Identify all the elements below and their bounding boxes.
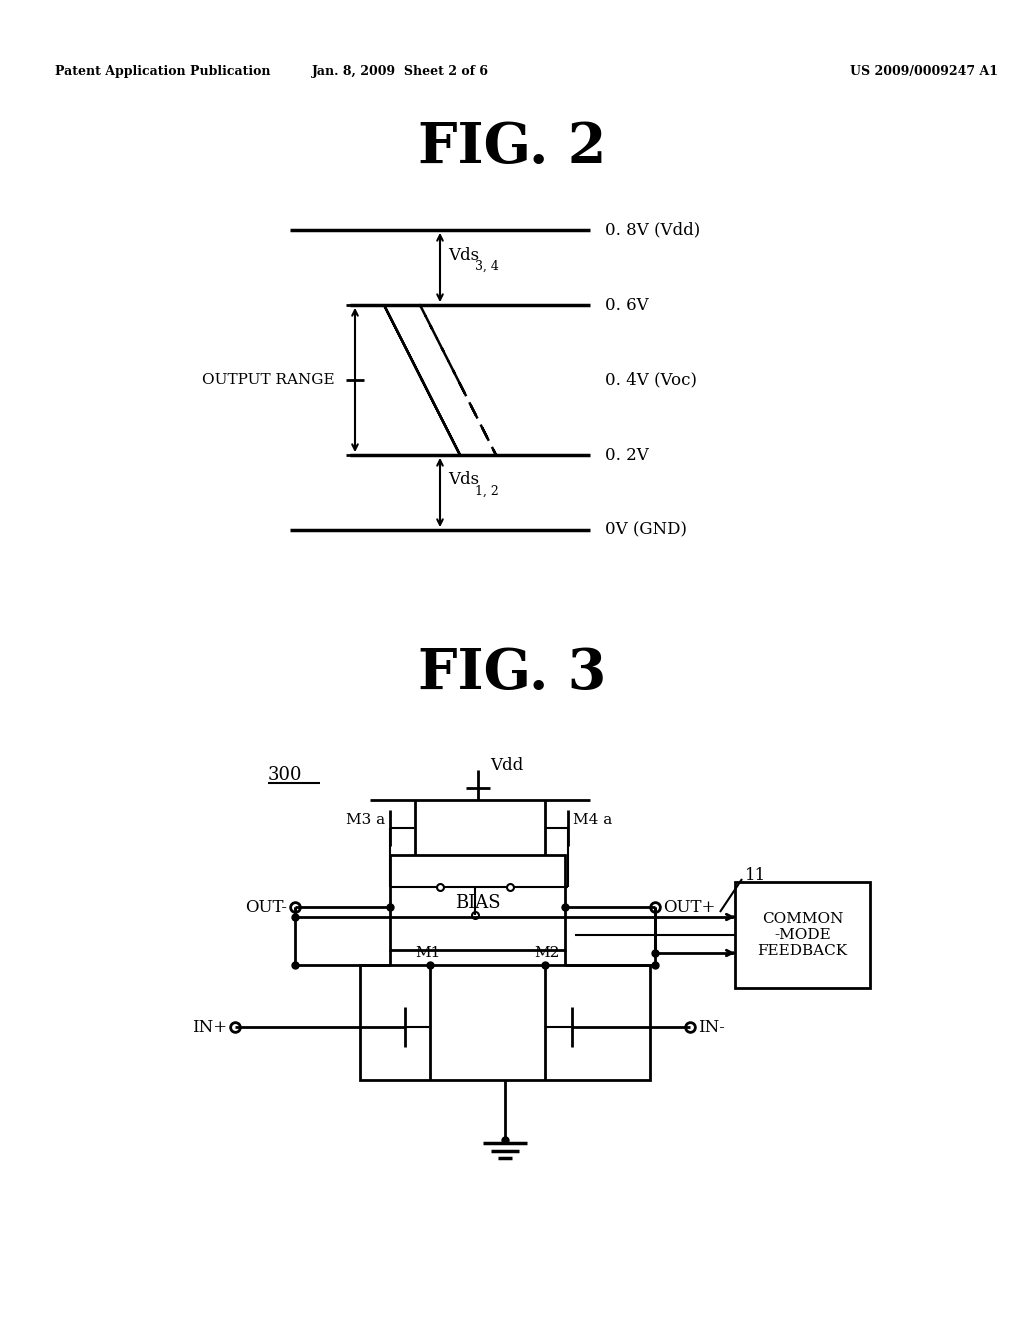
Text: 0. 2V: 0. 2V (605, 446, 649, 463)
Text: Vds: Vds (449, 247, 479, 264)
Text: IN+: IN+ (191, 1019, 227, 1035)
Text: Patent Application Publication: Patent Application Publication (55, 66, 270, 78)
Bar (390, 855, 565, 950)
Text: Jan. 8, 2009  Sheet 2 of 6: Jan. 8, 2009 Sheet 2 of 6 (311, 66, 488, 78)
Bar (360, 965, 650, 1080)
Text: 0. 6V: 0. 6V (605, 297, 648, 314)
Text: M2: M2 (535, 946, 560, 960)
Text: OUTPUT RANGE: OUTPUT RANGE (203, 374, 335, 387)
Text: 11: 11 (745, 866, 766, 883)
Text: M4 a: M4 a (573, 813, 612, 828)
Text: Vds: Vds (449, 471, 479, 488)
Text: 3, 4: 3, 4 (475, 260, 499, 272)
Text: COMMON
-MODE
FEEDBACK: COMMON -MODE FEEDBACK (758, 912, 848, 958)
Text: 300: 300 (268, 766, 302, 784)
Text: 0. 8V (Vdd): 0. 8V (Vdd) (605, 222, 700, 239)
Text: 0V (GND): 0V (GND) (605, 521, 687, 539)
Text: FIG. 2: FIG. 2 (418, 120, 606, 176)
Text: BIAS: BIAS (455, 894, 501, 912)
Text: FIG. 3: FIG. 3 (418, 645, 606, 701)
Text: OUT+: OUT+ (663, 899, 716, 916)
Text: IN-: IN- (698, 1019, 725, 1035)
Text: US 2009/0009247 A1: US 2009/0009247 A1 (850, 66, 998, 78)
Text: M3 a: M3 a (346, 813, 385, 828)
Bar (735, 882, 870, 987)
Text: OUT-: OUT- (245, 899, 287, 916)
Text: M1: M1 (416, 946, 440, 960)
Text: 1, 2: 1, 2 (475, 484, 499, 498)
Text: 0. 4V (Voc): 0. 4V (Voc) (605, 371, 697, 388)
Text: Vdd: Vdd (490, 756, 523, 774)
